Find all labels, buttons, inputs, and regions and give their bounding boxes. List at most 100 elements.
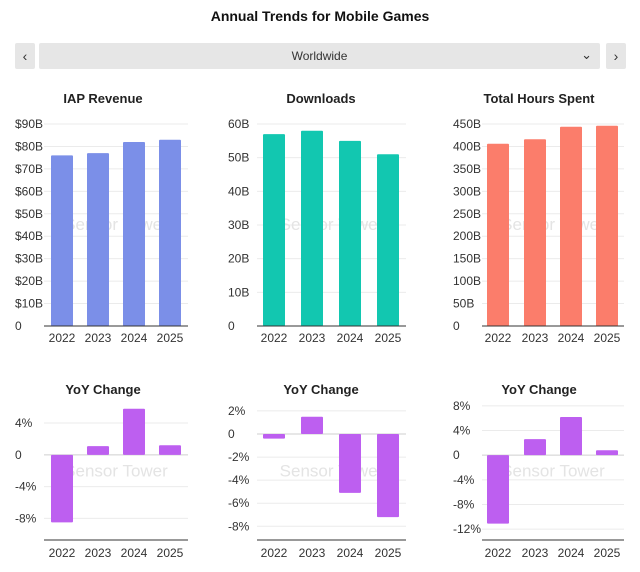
watermark: Sensor Tower: [280, 462, 384, 481]
x-tick-label: 2023: [522, 331, 549, 345]
bar-2023: [87, 446, 109, 455]
bar-2025: [596, 125, 618, 326]
watermark: Sensor Tower: [501, 462, 605, 481]
y-tick-label: 0: [228, 427, 235, 441]
chart-title: YoY Change: [65, 382, 140, 397]
bar-2022: [487, 455, 509, 524]
x-tick-label: 2025: [594, 546, 621, 560]
x-tick-label: 2022: [485, 331, 512, 345]
x-tick-label: 2023: [299, 331, 326, 345]
y-tick-label: $60B: [15, 184, 43, 198]
bar-2022: [263, 134, 285, 326]
x-tick-label: 2022: [49, 331, 76, 345]
x-tick-label: 2023: [522, 546, 549, 560]
y-tick-label: 0: [453, 319, 460, 333]
y-tick-label: -8%: [15, 511, 37, 525]
x-tick-label: 2023: [85, 331, 112, 345]
page-title: Annual Trends for Mobile Games: [210, 8, 430, 24]
y-tick-label: 50B: [453, 297, 474, 311]
x-tick-label: 2025: [157, 331, 184, 345]
y-tick-label: 0: [15, 319, 22, 333]
y-tick-label: 50B: [228, 151, 249, 165]
bar-2023: [301, 130, 323, 326]
watermark: Sensor Tower: [64, 215, 168, 234]
y-tick-label: $80B: [15, 139, 43, 153]
y-tick-label: -2%: [228, 450, 250, 464]
chevron-down-icon: ⌄: [581, 47, 592, 62]
bar-2024: [339, 434, 361, 493]
bar-2025: [159, 139, 181, 326]
y-tick-label: 10B: [228, 285, 249, 299]
y-tick-label: 350B: [453, 162, 481, 176]
x-tick-label: 2024: [558, 331, 585, 345]
y-tick-label: 150B: [453, 252, 481, 266]
y-tick-label: -4%: [228, 473, 250, 487]
x-tick-label: 2023: [85, 546, 112, 560]
chart-title: YoY Change: [283, 382, 358, 397]
y-tick-label: 450B: [453, 117, 481, 131]
x-tick-label: 2022: [261, 331, 288, 345]
region-select[interactable]: Worldwide ⌄: [39, 43, 600, 69]
y-tick-label: $40B: [15, 229, 43, 243]
x-tick-label: 2022: [261, 546, 288, 560]
y-tick-label: -4%: [15, 480, 37, 494]
x-tick-label: 2024: [337, 331, 364, 345]
bar-2022: [51, 454, 73, 523]
region-select-value: Worldwide: [291, 49, 348, 63]
watermark: Sensor Tower: [64, 462, 168, 481]
bar-2025: [377, 154, 399, 326]
y-tick-label: 100B: [453, 274, 481, 288]
x-tick-label: 2024: [558, 546, 585, 560]
bar-2024: [339, 140, 361, 326]
y-tick-label: 200B: [453, 229, 481, 243]
y-tick-label: 0: [228, 319, 235, 333]
y-tick-label: 20B: [228, 252, 249, 266]
bar-2024: [560, 126, 582, 327]
chart-title: YoY Change: [501, 382, 576, 397]
bar-2022: [263, 434, 285, 439]
y-tick-label: 8%: [453, 399, 471, 413]
y-tick-label: 2%: [228, 404, 246, 418]
x-tick-label: 2025: [594, 331, 621, 345]
y-tick-label: $70B: [15, 162, 43, 176]
bar-2024: [123, 408, 145, 455]
next-region-button[interactable]: ›: [606, 43, 626, 69]
chart-title: IAP Revenue: [63, 91, 142, 106]
bar-2025: [159, 445, 181, 455]
y-tick-label: $50B: [15, 207, 43, 221]
bar-2025: [596, 450, 618, 456]
bar-2022: [51, 155, 73, 326]
chevron-left-icon: ‹: [22, 48, 28, 64]
chart-title: Total Hours Spent: [484, 91, 596, 106]
bar-2024: [560, 416, 582, 456]
y-tick-label: $90B: [15, 117, 43, 131]
y-tick-label: 0: [15, 448, 22, 462]
y-tick-label: 30B: [228, 218, 249, 232]
chevron-right-icon: ›: [613, 48, 619, 64]
bar-2023: [524, 439, 546, 456]
y-tick-label: 60B: [228, 117, 249, 131]
y-tick-label: 4%: [15, 416, 33, 430]
y-tick-label: 300B: [453, 184, 481, 198]
bar-2024: [123, 141, 145, 326]
y-tick-label: -4%: [453, 473, 475, 487]
x-tick-label: 2025: [375, 546, 402, 560]
bar-2025: [377, 434, 399, 518]
watermark: Sensor Tower: [280, 215, 384, 234]
y-tick-label: $20B: [15, 274, 43, 288]
y-tick-label: $10B: [15, 297, 43, 311]
bar-2023: [301, 416, 323, 434]
x-tick-label: 2024: [121, 331, 148, 345]
bar-2023: [524, 139, 546, 326]
y-tick-label: 40B: [228, 184, 249, 198]
y-tick-label: -12%: [453, 522, 481, 536]
y-tick-label: 0: [453, 448, 460, 462]
y-tick-label: 4%: [453, 424, 471, 438]
previous-region-button[interactable]: ‹: [15, 43, 35, 69]
bar-2022: [487, 143, 509, 326]
y-tick-label: -6%: [228, 496, 250, 510]
x-tick-label: 2023: [299, 546, 326, 560]
x-tick-label: 2025: [375, 331, 402, 345]
bar-2023: [87, 153, 109, 326]
